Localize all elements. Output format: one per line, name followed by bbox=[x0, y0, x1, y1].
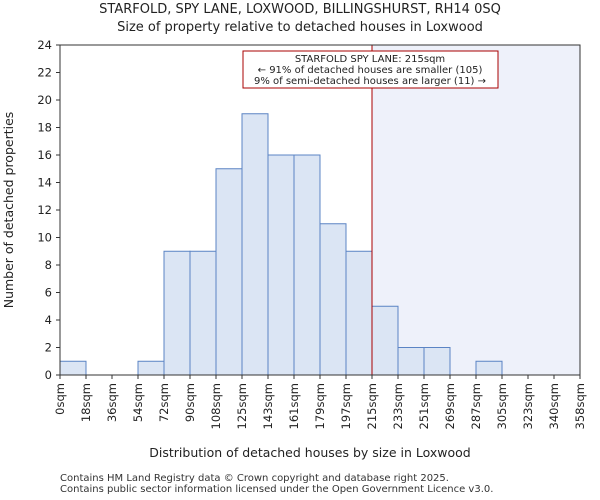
y-tick-label: 2 bbox=[45, 341, 52, 355]
bar-125sqm bbox=[241, 113, 269, 376]
x-tick-label: 287sqm bbox=[469, 383, 483, 429]
x-tick-label: 233sqm bbox=[391, 383, 405, 429]
bar-90sqm bbox=[189, 250, 217, 376]
bar-161sqm bbox=[293, 154, 321, 376]
x-tick-label: 251sqm bbox=[417, 383, 431, 429]
y-tick-label: 22 bbox=[37, 66, 52, 80]
annotation-frame bbox=[242, 50, 499, 89]
y-tick-label: 18 bbox=[37, 121, 52, 135]
bar-179sqm bbox=[319, 223, 347, 376]
bar-251sqm bbox=[423, 347, 451, 376]
bar-233sqm bbox=[397, 347, 425, 376]
bar-108sqm bbox=[215, 168, 243, 376]
y-tick-label: 20 bbox=[37, 93, 52, 107]
bar-143sqm bbox=[267, 154, 295, 376]
y-tick-label: 24 bbox=[37, 38, 52, 52]
y-tick-label: 8 bbox=[45, 258, 52, 272]
x-axis-label: Distribution of detached houses by size … bbox=[149, 445, 470, 460]
y-tick-label: 6 bbox=[45, 286, 52, 300]
bar-54sqm bbox=[137, 360, 165, 376]
x-tick-label: 269sqm bbox=[443, 383, 457, 429]
y-tick-label: 14 bbox=[37, 176, 52, 190]
bar-197sqm bbox=[345, 250, 373, 376]
x-tick-label: 18sqm bbox=[79, 383, 93, 422]
y-tick-label: 4 bbox=[45, 313, 52, 327]
x-tick-label: 358sqm bbox=[573, 383, 587, 429]
x-tick-label: 125sqm bbox=[235, 383, 249, 429]
x-tick-label: 305sqm bbox=[495, 383, 509, 429]
x-tick-label: 215sqm bbox=[365, 383, 379, 429]
footer-line-1: Contains HM Land Registry data © Crown c… bbox=[60, 473, 449, 484]
y-axis-label: Number of detached properties bbox=[1, 112, 16, 309]
bar-72sqm bbox=[163, 250, 191, 376]
bar-287sqm bbox=[475, 360, 503, 376]
x-tick-label: 36sqm bbox=[105, 383, 119, 422]
x-tick-label: 0sqm bbox=[53, 383, 67, 415]
x-tick-label: 54sqm bbox=[131, 383, 145, 422]
annotation-line-3: 9% of semi-detached houses are larger (1… bbox=[254, 76, 486, 87]
y-tick-label: 0 bbox=[45, 368, 52, 382]
footer-line-2: Contains public sector information licen… bbox=[60, 484, 494, 495]
x-tick-label: 72sqm bbox=[157, 383, 171, 422]
annotation-box: STARFOLD SPY LANE: 215sqm ← 91% of detac… bbox=[242, 50, 499, 89]
x-tick-label: 323sqm bbox=[521, 383, 535, 429]
x-tick-label: 340sqm bbox=[547, 383, 561, 429]
y-tick-label: 12 bbox=[37, 203, 52, 217]
annotation-line-1: STARFOLD SPY LANE: 215sqm bbox=[295, 54, 445, 65]
x-tick-label: 197sqm bbox=[339, 383, 353, 429]
y-tick-label: 16 bbox=[37, 148, 52, 162]
chart-subtitle: Size of property relative to detached ho… bbox=[117, 20, 483, 35]
x-tick-label: 179sqm bbox=[313, 383, 327, 429]
larger-region-highlight bbox=[372, 45, 580, 375]
annotation-line-2: ← 91% of detached houses are smaller (10… bbox=[258, 65, 483, 76]
bar-0sqm bbox=[59, 360, 87, 376]
x-tick-label: 143sqm bbox=[261, 383, 275, 429]
chart-title: STARFOLD, SPY LANE, LOXWOOD, BILLINGSHUR… bbox=[99, 2, 501, 17]
x-tick-label: 161sqm bbox=[287, 383, 301, 429]
x-tick-label: 90sqm bbox=[183, 383, 197, 422]
bar-215sqm bbox=[371, 305, 399, 376]
y-tick-label: 10 bbox=[37, 231, 52, 245]
x-tick-label: 108sqm bbox=[209, 383, 223, 429]
